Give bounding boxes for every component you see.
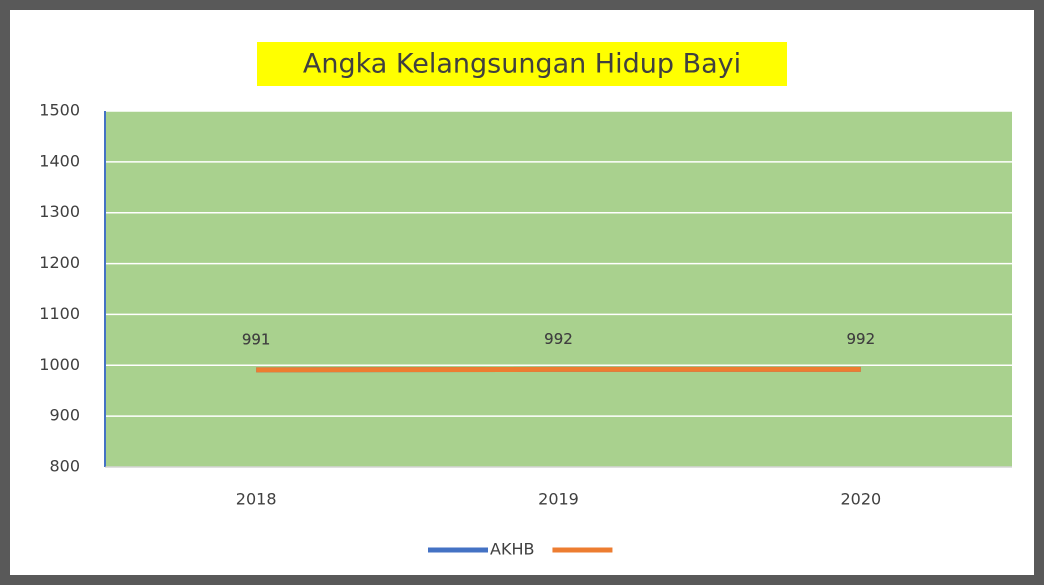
y-tick-label: 1300 [39, 202, 80, 221]
series-line [256, 366, 861, 373]
y-tick-label: 1500 [39, 101, 80, 120]
y-tick-label: 1000 [39, 355, 80, 374]
plot-area [105, 111, 1012, 467]
y-tick-label: 1400 [39, 151, 80, 170]
y-tick-label: 1100 [39, 304, 80, 323]
x-tick-label: 2019 [538, 490, 579, 509]
y-tick-label: 800 [49, 457, 80, 476]
chart-title: Angka Kelangsungan Hidup Bayi [303, 49, 741, 80]
data-label: 992 [544, 330, 573, 348]
data-label: 991 [242, 330, 271, 348]
title-background [257, 42, 787, 86]
legend-label: AKHB [490, 540, 534, 559]
x-tick-label: 2020 [840, 490, 881, 509]
y-tick-label: 1200 [39, 253, 80, 272]
data-label: 991 [242, 330, 271, 348]
data-label: 992 [847, 330, 876, 348]
y-tick-label: 900 [49, 406, 80, 425]
data-label: 992 [847, 330, 876, 348]
data-label: 992 [544, 330, 573, 348]
x-tick-label: 2018 [236, 490, 277, 509]
